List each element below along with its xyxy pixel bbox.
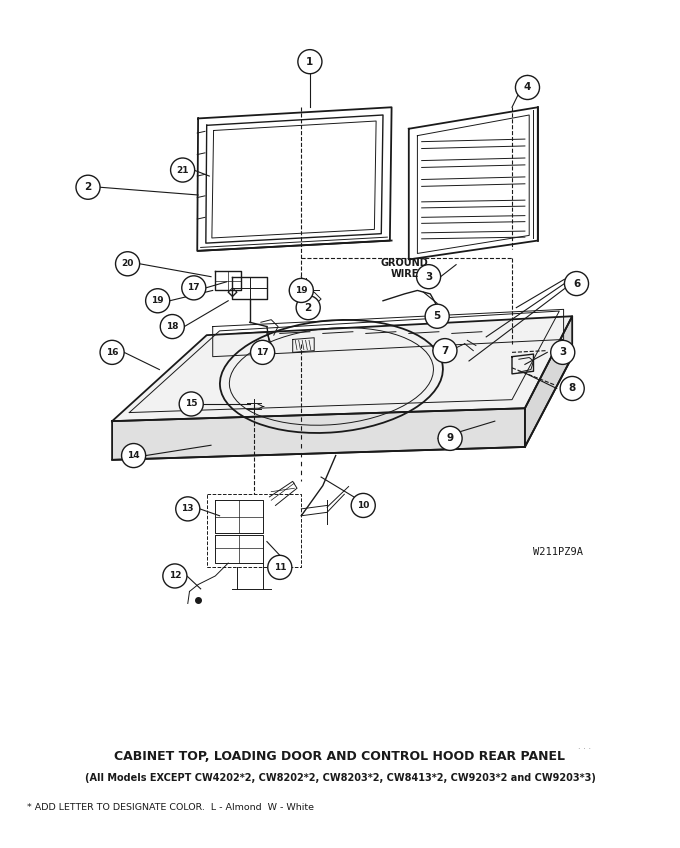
Circle shape [163,564,187,588]
Text: 2: 2 [84,182,92,192]
Text: 10: 10 [357,501,369,510]
Circle shape [425,304,449,328]
Text: 6: 6 [573,278,580,288]
Text: 20: 20 [122,259,134,268]
Text: 5: 5 [434,311,441,321]
Circle shape [100,340,124,365]
Text: 11: 11 [273,563,286,572]
Text: 9: 9 [447,433,454,444]
Text: 1: 1 [306,57,313,67]
Circle shape [564,271,588,296]
Text: GROUND
WIRE: GROUND WIRE [381,258,428,279]
Circle shape [351,494,375,517]
Circle shape [182,276,206,300]
Text: 17: 17 [256,348,269,357]
Polygon shape [112,408,525,460]
Text: 15: 15 [185,399,197,409]
Circle shape [433,338,457,363]
Circle shape [160,315,184,338]
Circle shape [289,278,313,303]
Text: 8: 8 [568,383,576,393]
Text: 2: 2 [305,303,312,313]
Circle shape [417,265,441,288]
Text: 4: 4 [524,82,531,92]
Circle shape [560,377,584,400]
Circle shape [438,427,462,450]
Circle shape [171,158,194,182]
Circle shape [515,75,539,99]
Polygon shape [112,316,572,421]
Circle shape [268,555,292,579]
Polygon shape [525,316,572,447]
Circle shape [116,252,139,276]
Text: 19: 19 [152,296,164,305]
Circle shape [76,176,100,199]
Text: 3: 3 [559,348,566,357]
Text: . . .: . . . [578,742,591,750]
Text: W211PZ9A: W211PZ9A [534,547,583,557]
Text: 17: 17 [188,283,200,293]
Text: 16: 16 [106,348,118,357]
Text: 19: 19 [295,286,307,295]
Text: (All Models EXCEPT CW4202*2, CW8202*2, CW8203*2, CW8413*2, CW9203*2 and CW9203*3: (All Models EXCEPT CW4202*2, CW8202*2, C… [84,773,596,783]
Circle shape [298,50,322,74]
Circle shape [179,392,203,416]
Text: 14: 14 [127,451,140,460]
Text: 12: 12 [169,572,181,581]
Text: * ADD LETTER TO DESIGNATE COLOR.  L - Almond  W - White: * ADD LETTER TO DESIGNATE COLOR. L - Alm… [27,803,314,812]
Text: 3: 3 [425,271,432,282]
Circle shape [296,296,320,320]
Circle shape [551,340,575,365]
Text: 13: 13 [182,505,194,513]
Circle shape [122,444,146,467]
Text: 7: 7 [441,346,449,355]
Text: 21: 21 [176,165,189,175]
Circle shape [250,340,275,365]
Text: CABINET TOP, LOADING DOOR AND CONTROL HOOD REAR PANEL: CABINET TOP, LOADING DOOR AND CONTROL HO… [114,750,566,763]
Circle shape [175,497,200,521]
Circle shape [146,288,170,313]
Text: 18: 18 [166,322,179,331]
